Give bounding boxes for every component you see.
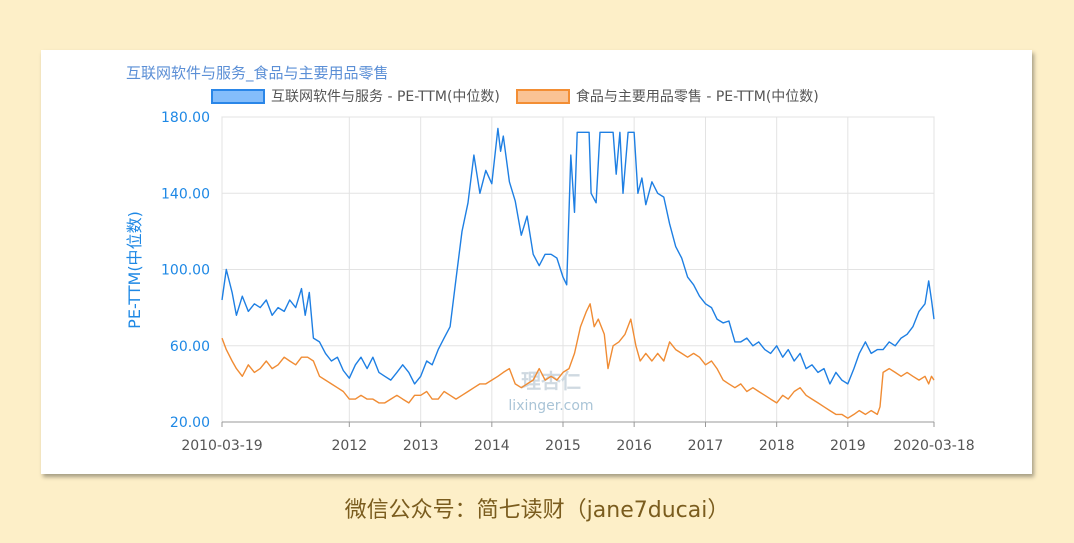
y-axis-ticks: 20.00 60.00 100.00 140.00 180.00 xyxy=(161,110,210,431)
legend-label-food: 食品与主要用品零售 - PE-TTM(中位数) xyxy=(575,89,819,105)
watermark: 理杏仁 lixinger.com xyxy=(508,369,593,414)
series-line-internet xyxy=(221,127,935,385)
legend-swatch-food xyxy=(515,88,570,104)
x-axis-ticks: 2010-03-19 2012 2013 2014 2015 2016 2017 2018 20… xyxy=(181,438,974,454)
x-tick-label: 2012 xyxy=(331,438,367,454)
y-tick-label: 60.00 xyxy=(170,339,210,355)
y-tick-label: 140.00 xyxy=(161,186,210,202)
x-tick-label: 2019 xyxy=(830,438,866,454)
watermark-logo: 理杏仁 xyxy=(521,369,581,393)
x-tick-label: 2010-03-19 xyxy=(181,438,262,454)
series-line-food xyxy=(221,303,935,419)
watermark-url: lixinger.com xyxy=(508,398,593,414)
x-tick-label: 2017 xyxy=(688,438,724,454)
chart-lines xyxy=(221,127,935,419)
chart-title: 互联网软件与服务_食品与主要用品零售 xyxy=(126,64,389,82)
x-tick-label: 2015 xyxy=(545,438,581,454)
y-tick-label: 100.00 xyxy=(161,263,210,279)
legend-item-food[interactable]: 食品与主要用品零售 - PE-TTM(中位数) xyxy=(515,86,819,106)
y-axis-label: PE-TTM(中位数) xyxy=(125,211,144,329)
y-tick-label: 180.00 xyxy=(161,110,210,126)
x-tick-label: 2014 xyxy=(474,438,510,454)
legend-swatch-internet xyxy=(211,88,265,104)
chart-grid xyxy=(221,116,935,427)
x-tick-label: 2020-03-18 xyxy=(893,438,974,454)
legend-item-internet[interactable]: 互联网软件与服务 - PE-TTM(中位数) xyxy=(211,86,500,106)
chart-card: 互联网软件与服务_食品与主要用品零售 互联网软件与服务 - PE-TTM(中位数… xyxy=(41,50,1032,474)
chart-legend: 互联网软件与服务 - PE-TTM(中位数) 食品与主要用品零售 - PE-TT… xyxy=(211,86,835,106)
legend-label-internet: 互联网软件与服务 - PE-TTM(中位数) xyxy=(271,89,500,105)
x-tick-label: 2016 xyxy=(616,438,652,454)
x-tick-label: 2013 xyxy=(403,438,439,454)
x-tick-label: 2018 xyxy=(759,438,795,454)
footer-caption: 微信公众号：简七读财（jane7ducai） xyxy=(344,498,730,523)
y-tick-label: 20.00 xyxy=(170,415,210,431)
